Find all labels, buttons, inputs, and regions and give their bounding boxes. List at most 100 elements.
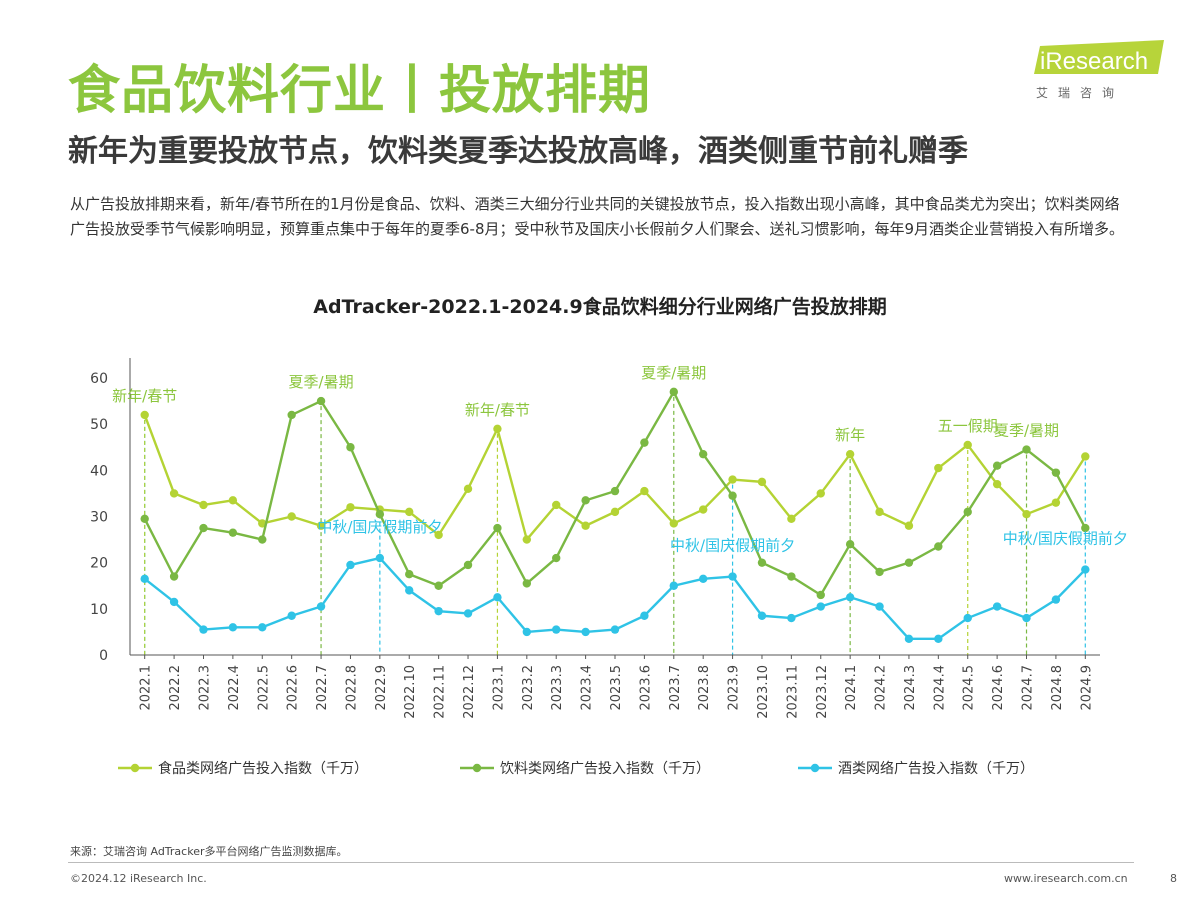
intro-paragraph: 从广告投放排期来看，新年/春节所在的1月份是食品、饮料、酒类三大细分行业共同的关… xyxy=(70,195,1125,238)
data-point-3 xyxy=(316,602,326,611)
copyright-text: ©2024.12 iResearch Inc. xyxy=(70,872,207,885)
data-point-3 xyxy=(493,593,502,602)
data-point-1 xyxy=(698,505,708,514)
x-tick-label: 2022.10 xyxy=(403,665,418,719)
data-point-2 xyxy=(199,523,208,533)
data-point-2 xyxy=(787,572,796,581)
data-point-2 xyxy=(698,449,708,459)
x-tick-label: 2023.9 xyxy=(727,665,742,711)
annotation-label: 新年/春节 xyxy=(465,401,530,419)
data-point-2 xyxy=(522,579,532,588)
page-subtitle: 新年为重要投放节点，饮料类夏季达投放高峰，酒类侧重节前礼赠季 xyxy=(68,134,968,169)
data-point-1 xyxy=(816,489,825,498)
page-title: 食品饮料行业丨投放排期 xyxy=(68,61,652,121)
chart-legend: 食品类网络广告投入指数（千万） 饮料类网络广告投入指数（千万） 酒类网络广告投入指数… xyxy=(118,760,1034,777)
data-point-3 xyxy=(904,634,914,644)
logo-brand-text: iResearch xyxy=(1040,48,1148,75)
data-point-1 xyxy=(169,489,179,498)
data-point-2 xyxy=(1022,445,1031,454)
x-tick-label: 2022.8 xyxy=(344,665,359,711)
y-tick-label: 60 xyxy=(90,371,108,387)
annotation-label: 中秋/国庆假期前夕 xyxy=(670,537,795,555)
data-point-3 xyxy=(405,586,414,595)
x-tick-label: 2022.1 xyxy=(139,665,154,711)
data-point-2 xyxy=(640,438,649,447)
data-point-2 xyxy=(375,509,385,519)
data-point-3 xyxy=(228,623,238,632)
data-point-3 xyxy=(140,574,149,584)
data-point-3 xyxy=(258,623,267,632)
data-point-3 xyxy=(787,613,796,623)
annotation-label: 中秋/国庆假期前夕 xyxy=(317,518,442,536)
data-point-1 xyxy=(728,475,737,484)
data-point-1 xyxy=(1051,498,1061,507)
x-tick-label: 2022.5 xyxy=(256,665,271,711)
website-link[interactable]: www.iresearch.com.cn xyxy=(1004,872,1128,885)
data-point-1 xyxy=(1081,452,1090,461)
legend-label: 食品类网络广告投入指数（千万） xyxy=(158,760,368,777)
data-point-2 xyxy=(757,558,767,567)
data-point-2 xyxy=(875,567,884,577)
data-point-3 xyxy=(728,572,737,581)
data-point-3 xyxy=(875,602,884,611)
data-point-2 xyxy=(1051,468,1061,477)
data-point-1 xyxy=(228,496,238,505)
x-tick-label: 2022.9 xyxy=(374,665,389,711)
y-tick-label: 10 xyxy=(90,602,108,618)
chart-title: AdTracker-2022.1-2024.9食品饮料细分行业网络广告投放排期 xyxy=(313,296,887,318)
x-tick-label: 2022.4 xyxy=(227,665,242,711)
data-point-3 xyxy=(845,593,855,602)
data-point-1 xyxy=(845,449,855,459)
data-point-2 xyxy=(169,572,179,581)
data-point-3 xyxy=(1022,613,1031,623)
x-tick-label: 2024.2 xyxy=(874,665,889,711)
data-point-3 xyxy=(1051,595,1061,604)
data-point-3 xyxy=(581,627,590,637)
chart-annotations: 新年/春节夏季/暑期中秋/国庆假期前夕新年/春节夏季/暑期中秋/国庆假期前夕新年… xyxy=(112,364,1128,555)
data-point-3 xyxy=(199,625,208,634)
y-tick-label: 0 xyxy=(99,648,108,664)
x-tick-label: 2023.1 xyxy=(491,665,506,711)
data-point-3 xyxy=(287,611,296,620)
data-point-2 xyxy=(346,443,355,452)
data-point-1 xyxy=(757,477,767,487)
x-tick-label: 2023.5 xyxy=(609,665,624,711)
data-point-2 xyxy=(463,560,473,570)
footer-divider xyxy=(68,862,1134,863)
data-point-1 xyxy=(1022,509,1031,519)
data-point-1 xyxy=(522,535,532,544)
logo-subtitle: 艾瑞咨询 xyxy=(1036,86,1125,100)
data-point-3 xyxy=(669,581,678,590)
x-tick-label: 2022.2 xyxy=(168,665,183,711)
data-point-1 xyxy=(552,500,561,510)
data-point-2 xyxy=(610,486,620,496)
annotation-label: 夏季/暑期 xyxy=(641,364,706,382)
data-point-3 xyxy=(610,625,620,634)
data-point-1 xyxy=(434,530,443,540)
x-tick-label: 2023.10 xyxy=(756,665,771,719)
legend-swatch-dot xyxy=(130,763,140,773)
annotation-label: 中秋/国庆假期前夕 xyxy=(1003,530,1128,548)
data-point-2 xyxy=(228,528,238,537)
data-point-1 xyxy=(992,479,1002,489)
x-tick-label: 2024.1 xyxy=(844,665,859,711)
data-point-2 xyxy=(669,387,678,397)
x-tick-label: 2023.4 xyxy=(580,665,595,711)
data-point-3 xyxy=(346,560,355,570)
data-point-2 xyxy=(845,540,855,549)
annotation-label: 夏季/暑期 xyxy=(994,422,1059,440)
x-tick-label: 2023.2 xyxy=(521,665,536,711)
data-point-1 xyxy=(287,512,296,521)
x-tick-label: 2022.12 xyxy=(462,665,477,719)
data-point-1 xyxy=(405,507,414,517)
data-point-2 xyxy=(581,496,590,505)
data-point-3 xyxy=(375,553,385,563)
x-tick-label: 2022.11 xyxy=(433,665,448,719)
iresearch-logo-mark: iResearch xyxy=(1034,40,1164,75)
data-point-3 xyxy=(522,627,532,637)
data-point-3 xyxy=(463,609,473,618)
data-point-1 xyxy=(875,507,884,517)
data-point-2 xyxy=(405,570,414,579)
data-point-1 xyxy=(640,486,649,496)
data-point-2 xyxy=(434,581,443,590)
